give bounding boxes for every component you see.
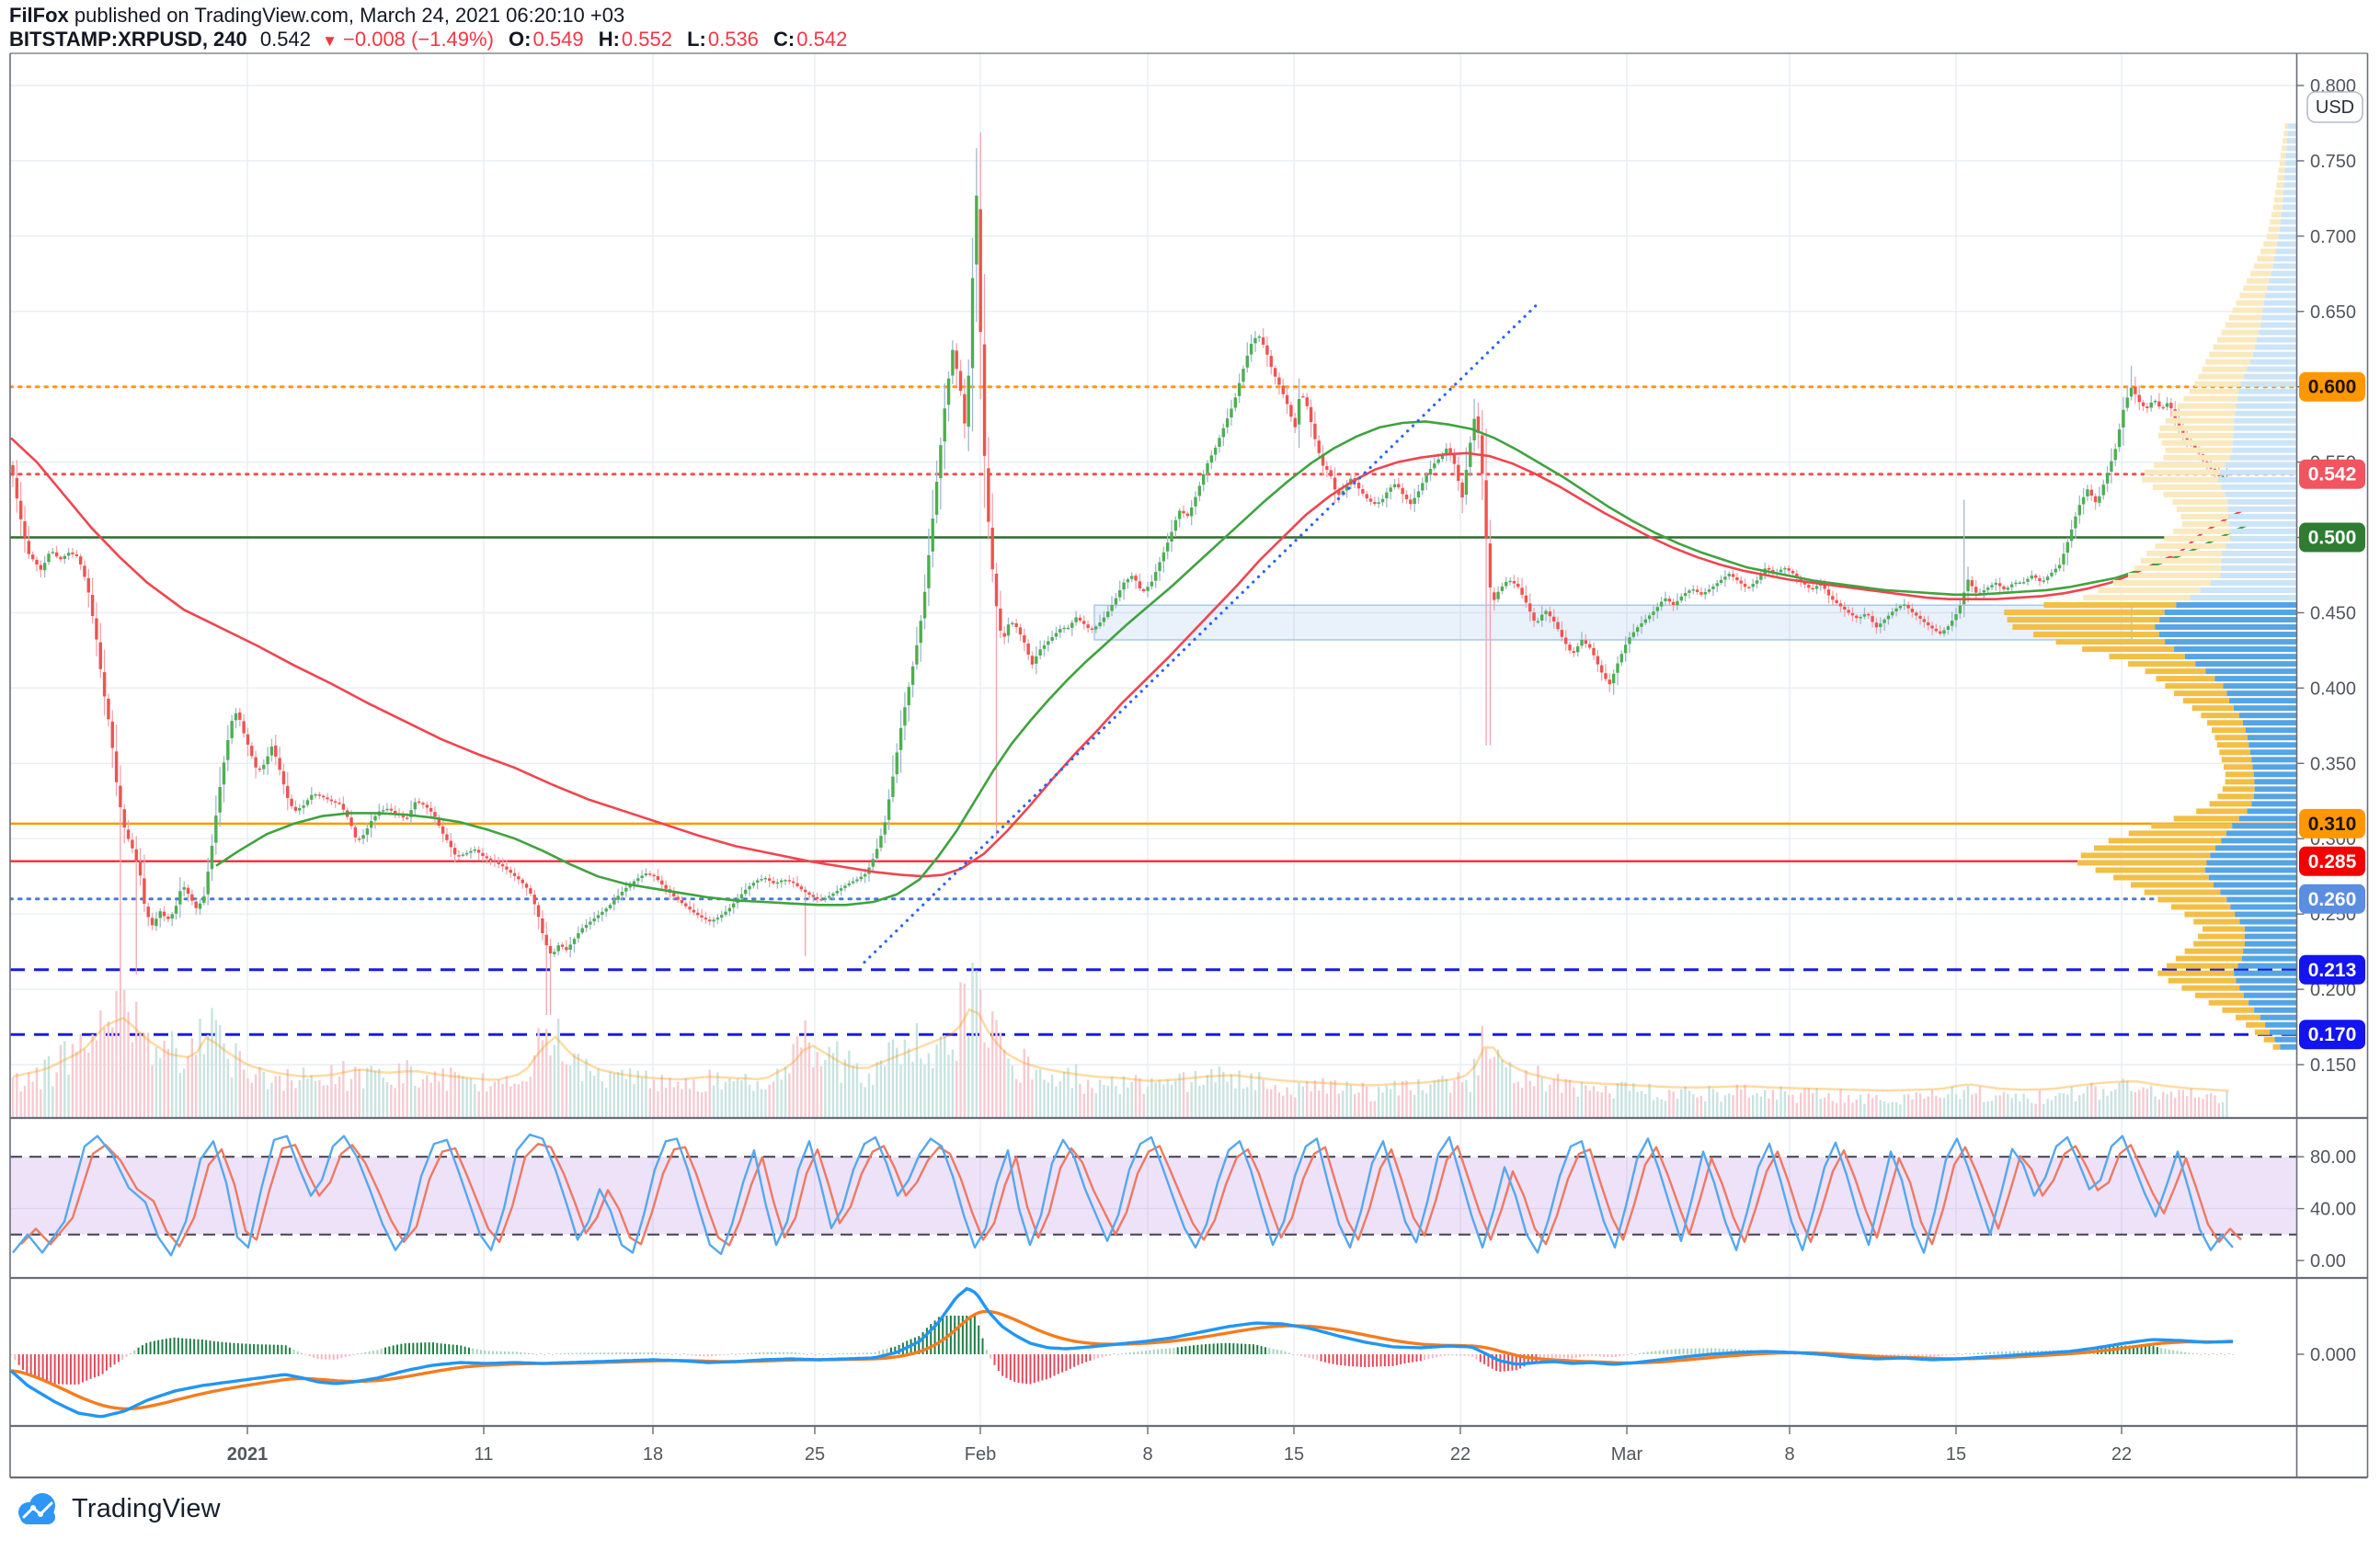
price-tick-label: 0.750: [2310, 152, 2356, 172]
svg-text:0.500: 0.500: [2308, 528, 2357, 549]
svg-text:0.600: 0.600: [2308, 377, 2357, 398]
svg-text:0.213: 0.213: [2308, 960, 2357, 981]
time-tick-label: 15: [1946, 1444, 1966, 1465]
symbol-info-bar: BITSTAMP:XRPUSD, 240 0.542 ▼ −0.008 (−1.…: [9, 28, 847, 51]
time-tick-label: Mar: [1611, 1444, 1643, 1465]
gridlines: [10, 53, 2296, 1426]
price-tick-label: 0.150: [2310, 1055, 2356, 1076]
chart-background: [0, 53, 2380, 1477]
symbol-title: BITSTAMP:XRPUSD, 240: [9, 28, 247, 51]
last-price: 0.542: [259, 28, 311, 51]
macd-scale-label: 0.000: [2310, 1345, 2356, 1365]
time-tick-label: Feb: [965, 1444, 996, 1465]
trendline-dotted: [863, 302, 1539, 964]
price-level-badge: 0.170: [2299, 1020, 2365, 1050]
red-ma-line: [10, 437, 2249, 878]
time-tick-label: 22: [2111, 1444, 2132, 1465]
low-value: 0.536: [707, 28, 759, 51]
svg-text:0.310: 0.310: [2308, 814, 2357, 835]
time-tick-label: 11: [475, 1444, 494, 1465]
zone-band: [1093, 604, 2133, 641]
level-lines: [10, 385, 2296, 1036]
svg-text:0.170: 0.170: [2308, 1024, 2357, 1045]
price-tick-label: 0.650: [2310, 302, 2356, 323]
price-level-badge: 0.310: [2299, 808, 2365, 838]
stoch-d-line: [20, 1143, 2242, 1248]
price-tick-label: 0.700: [2310, 227, 2356, 247]
tradingview-logo-text: TradingView: [72, 1493, 221, 1523]
svg-text:0.542: 0.542: [2308, 464, 2357, 485]
publish-info: FilFox published on TradingView.com, Mar…: [9, 4, 624, 28]
author-name: FilFox: [9, 4, 69, 27]
price-level-badge: 0.260: [2299, 884, 2365, 914]
volume-histogram: [11, 963, 2230, 1117]
time-tick-label: 25: [805, 1444, 825, 1465]
stoch-scale-label: 40.00: [2310, 1200, 2356, 1220]
svg-text:USD: USD: [2316, 97, 2354, 118]
time-axis[interactable]: 2021 11 18 25 Feb 8 15 22 Mar 8 15 22: [227, 1426, 2132, 1465]
open-value: 0.549: [532, 28, 584, 51]
price-tick-label: 0.400: [2310, 679, 2356, 699]
tradingview-cloud-icon: [18, 1493, 55, 1524]
price-level-badge: 0.285: [2299, 846, 2365, 876]
price-pane: [10, 123, 2296, 1117]
price-level-badge: 0.542: [2299, 459, 2365, 489]
pane-borders: [9, 52, 2369, 1479]
stoch-k-line: [12, 1134, 2234, 1257]
price-level-badge: 0.600: [2299, 371, 2365, 402]
macd-pane: [9, 1286, 2235, 1419]
price-tick-label: 0.200: [2310, 980, 2356, 1000]
publish-text: published on TradingView.com, March 24, …: [68, 4, 625, 27]
volume-ma-line: [12, 1008, 2230, 1092]
candles: [11, 132, 2229, 1015]
svg-text:0.260: 0.260: [2308, 889, 2357, 910]
time-tick-label: 8: [1784, 1444, 1794, 1465]
close-value: 0.542: [796, 28, 848, 51]
time-tick-label: 15: [1284, 1444, 1304, 1465]
stoch-scale-label: 80.00: [2310, 1147, 2356, 1168]
open-label: O:: [509, 28, 532, 51]
high-label: H:: [598, 28, 620, 51]
price-change: −0.008 (−1.49%): [343, 28, 494, 51]
time-tick-label: 18: [643, 1444, 663, 1465]
price-level-badge: 0.500: [2299, 522, 2365, 553]
time-tick-label: 2021: [227, 1444, 269, 1465]
tradingview-logo[interactable]: TradingView: [15, 1489, 221, 1528]
price-level-badge: 0.213: [2299, 954, 2365, 985]
price-down-triangle-icon: ▼: [322, 32, 338, 50]
time-tick-label: 8: [1142, 1444, 1152, 1465]
macd-line: [9, 1286, 2234, 1419]
price-tick-label: 0.350: [2310, 754, 2356, 774]
price-tick-label: 0.450: [2310, 603, 2356, 623]
stoch-scale-label: 0.00: [2310, 1251, 2346, 1272]
green-ma-line: [215, 420, 2254, 907]
price-axis[interactable]: 0.8000.7500.7000.6500.6000.5500.5000.450…: [2296, 76, 2366, 1365]
volume-profile: [2004, 123, 2296, 1050]
low-label: L:: [687, 28, 706, 51]
svg-text:0.285: 0.285: [2308, 851, 2357, 872]
time-tick-label: 22: [1450, 1444, 1470, 1465]
close-label: C:: [773, 28, 795, 51]
currency-badge: USD: [2306, 91, 2363, 123]
high-value: 0.552: [621, 28, 672, 51]
stochastic-pane: [10, 1134, 2296, 1257]
